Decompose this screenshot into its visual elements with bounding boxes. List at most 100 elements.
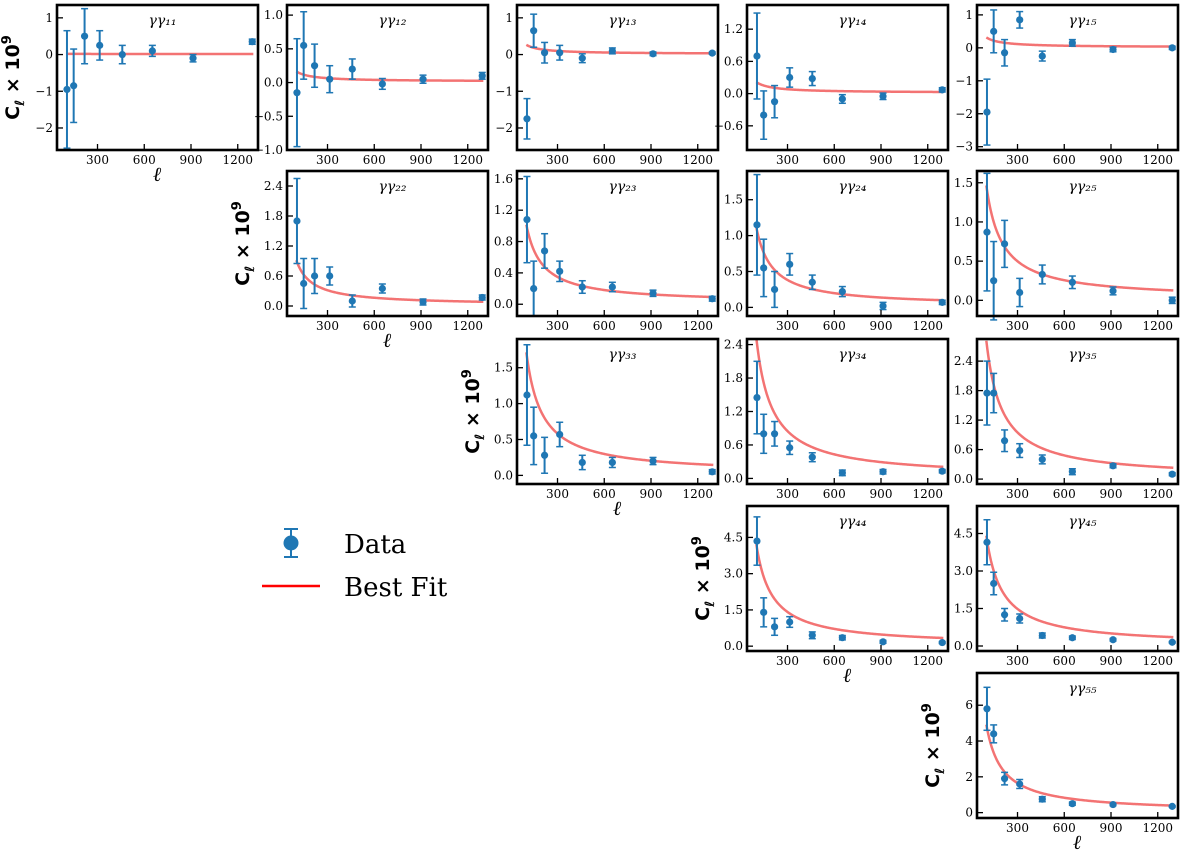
data-point bbox=[293, 217, 301, 225]
best-fit-line bbox=[525, 224, 714, 299]
data-point bbox=[879, 92, 887, 100]
x-tick-label: 1200 bbox=[912, 654, 943, 668]
data-point bbox=[808, 453, 816, 461]
y-tick-label: 4.5 bbox=[724, 530, 743, 544]
axes-frame bbox=[975, 504, 1180, 653]
axes-frame bbox=[515, 337, 720, 486]
best-fit-line bbox=[525, 43, 714, 55]
panel-2: −1.0 −0.5 0.0 0.5 1.0 300 600 900 1200 γγ₁₂ bbox=[254, 3, 490, 167]
y-tick-label: 1.6 bbox=[494, 172, 513, 186]
data-point bbox=[1016, 614, 1024, 623]
panel-13: 0.0 1.5 3.0 4.5 300 600 900 1200 γγ₄₄ ℓ Cℓ × 109 bbox=[690, 504, 950, 687]
y-tick-label: 1.5 bbox=[954, 176, 973, 190]
data-point bbox=[530, 432, 538, 440]
x-tick-label: 1200 bbox=[682, 319, 713, 333]
panel-title: γγ₁₄ bbox=[839, 13, 867, 29]
x-tick-label: 1200 bbox=[1142, 319, 1173, 333]
data-point bbox=[1038, 631, 1046, 640]
panel-title: γγ₃₃ bbox=[609, 347, 637, 363]
panel-10: 0.0 0.5 1.0 1.5 300 600 900 1200 γγ₃₃ ℓ Cℓ × 109 bbox=[460, 337, 720, 520]
data-point bbox=[760, 608, 768, 616]
legend: Data Best Fit bbox=[262, 528, 448, 603]
x-axis-label: ℓ bbox=[1073, 830, 1082, 852]
x-tick-label: 300 bbox=[776, 487, 799, 501]
data-point bbox=[1168, 470, 1176, 478]
x-tick-label: 300 bbox=[1006, 654, 1029, 668]
y-tick-label: 1.0 bbox=[954, 215, 973, 229]
data-point bbox=[523, 391, 531, 399]
y-tick-label: −3 bbox=[955, 140, 973, 154]
x-tick-label: 1200 bbox=[1142, 487, 1173, 501]
x-axis-label: ℓ bbox=[613, 496, 622, 520]
data-point bbox=[786, 260, 794, 268]
data-point bbox=[786, 618, 794, 626]
y-axis-label: Cℓ × 109 bbox=[920, 703, 948, 788]
data-point bbox=[1109, 287, 1117, 295]
data-point bbox=[300, 41, 308, 50]
data-point bbox=[1000, 49, 1009, 57]
data-point bbox=[983, 538, 991, 546]
data-point bbox=[786, 73, 794, 82]
x-tick-label: 600 bbox=[363, 153, 386, 167]
x-tick-label: 600 bbox=[1053, 153, 1076, 167]
data-point bbox=[1168, 44, 1176, 52]
y-tick-label: 1.5 bbox=[724, 603, 743, 617]
y-tick-label: 0.0 bbox=[724, 300, 743, 314]
x-tick-label: 900 bbox=[1100, 319, 1123, 333]
data-point bbox=[770, 623, 779, 631]
y-tick-label: 0.0 bbox=[954, 472, 973, 486]
x-tick-label: 600 bbox=[823, 487, 846, 501]
data-point bbox=[608, 283, 616, 291]
data-point bbox=[1016, 780, 1024, 788]
data-point bbox=[770, 98, 779, 106]
y-tick-label: 1.8 bbox=[264, 209, 283, 223]
y-tick-label: 1.2 bbox=[954, 413, 973, 427]
x-tick-label: 300 bbox=[776, 153, 799, 167]
axes-frame bbox=[55, 3, 260, 152]
y-tick-label: 1.2 bbox=[264, 239, 283, 253]
panel-15: 0 2 4 6 300 600 900 1200 γγ₅₅ ℓ Cℓ × 109 bbox=[920, 671, 1180, 852]
legend-data-marker bbox=[283, 535, 299, 551]
data-point bbox=[1109, 636, 1117, 644]
data-point bbox=[1068, 278, 1076, 286]
data-point bbox=[348, 65, 356, 73]
panel-14: 0.0 1.5 3.0 4.5 300 600 900 1200 γγ₄₅ bbox=[954, 504, 1180, 668]
data-point bbox=[578, 283, 586, 291]
data-point bbox=[990, 579, 998, 588]
data-point bbox=[96, 41, 104, 49]
x-tick-label: 600 bbox=[823, 654, 846, 668]
x-tick-label: 900 bbox=[1100, 153, 1123, 167]
panel-title: γγ₁₂ bbox=[379, 13, 407, 29]
x-tick-label: 600 bbox=[363, 319, 386, 333]
x-tick-label: 300 bbox=[546, 153, 569, 167]
panel-title: γγ₂₅ bbox=[1069, 179, 1097, 195]
axes-frame bbox=[515, 169, 720, 318]
panel-5: −3 −2 −1 0 1 300 600 900 1200 γγ₁₅ bbox=[955, 3, 1180, 167]
x-tick-label: 1200 bbox=[222, 153, 253, 167]
y-tick-label: 0.0 bbox=[724, 471, 743, 485]
y-tick-label: −2 bbox=[495, 121, 513, 135]
data-point bbox=[983, 705, 991, 713]
data-point bbox=[838, 95, 846, 103]
data-point bbox=[523, 115, 531, 123]
data-point bbox=[1000, 240, 1009, 248]
y-axis-label: Cℓ × 109 bbox=[690, 536, 718, 621]
y-tick-label: 0.5 bbox=[264, 42, 283, 56]
y-tick-label: 0.6 bbox=[724, 54, 743, 68]
data-point bbox=[310, 62, 319, 70]
x-tick-label: 600 bbox=[593, 153, 616, 167]
x-axis-label: ℓ bbox=[843, 663, 852, 687]
data-point bbox=[938, 638, 946, 647]
data-point bbox=[879, 468, 887, 476]
y-tick-label: 0.6 bbox=[954, 443, 973, 457]
data-point bbox=[808, 74, 816, 83]
best-fit-line bbox=[295, 259, 484, 304]
y-tick-label: 0.4 bbox=[494, 266, 513, 280]
y-tick-label: 2.4 bbox=[954, 354, 973, 368]
axes-frame bbox=[975, 3, 1180, 152]
y-tick-label: 3.0 bbox=[724, 567, 743, 581]
y-tick-label: −2 bbox=[955, 107, 973, 121]
y-tick-label: 0.0 bbox=[494, 468, 513, 482]
x-tick-label: 1200 bbox=[1142, 654, 1173, 668]
panel-6: 0.0 0.6 1.2 1.8 2.4 300 600 900 1200 γγ₂₂ ℓ Cℓ × 10… bbox=[230, 169, 490, 352]
